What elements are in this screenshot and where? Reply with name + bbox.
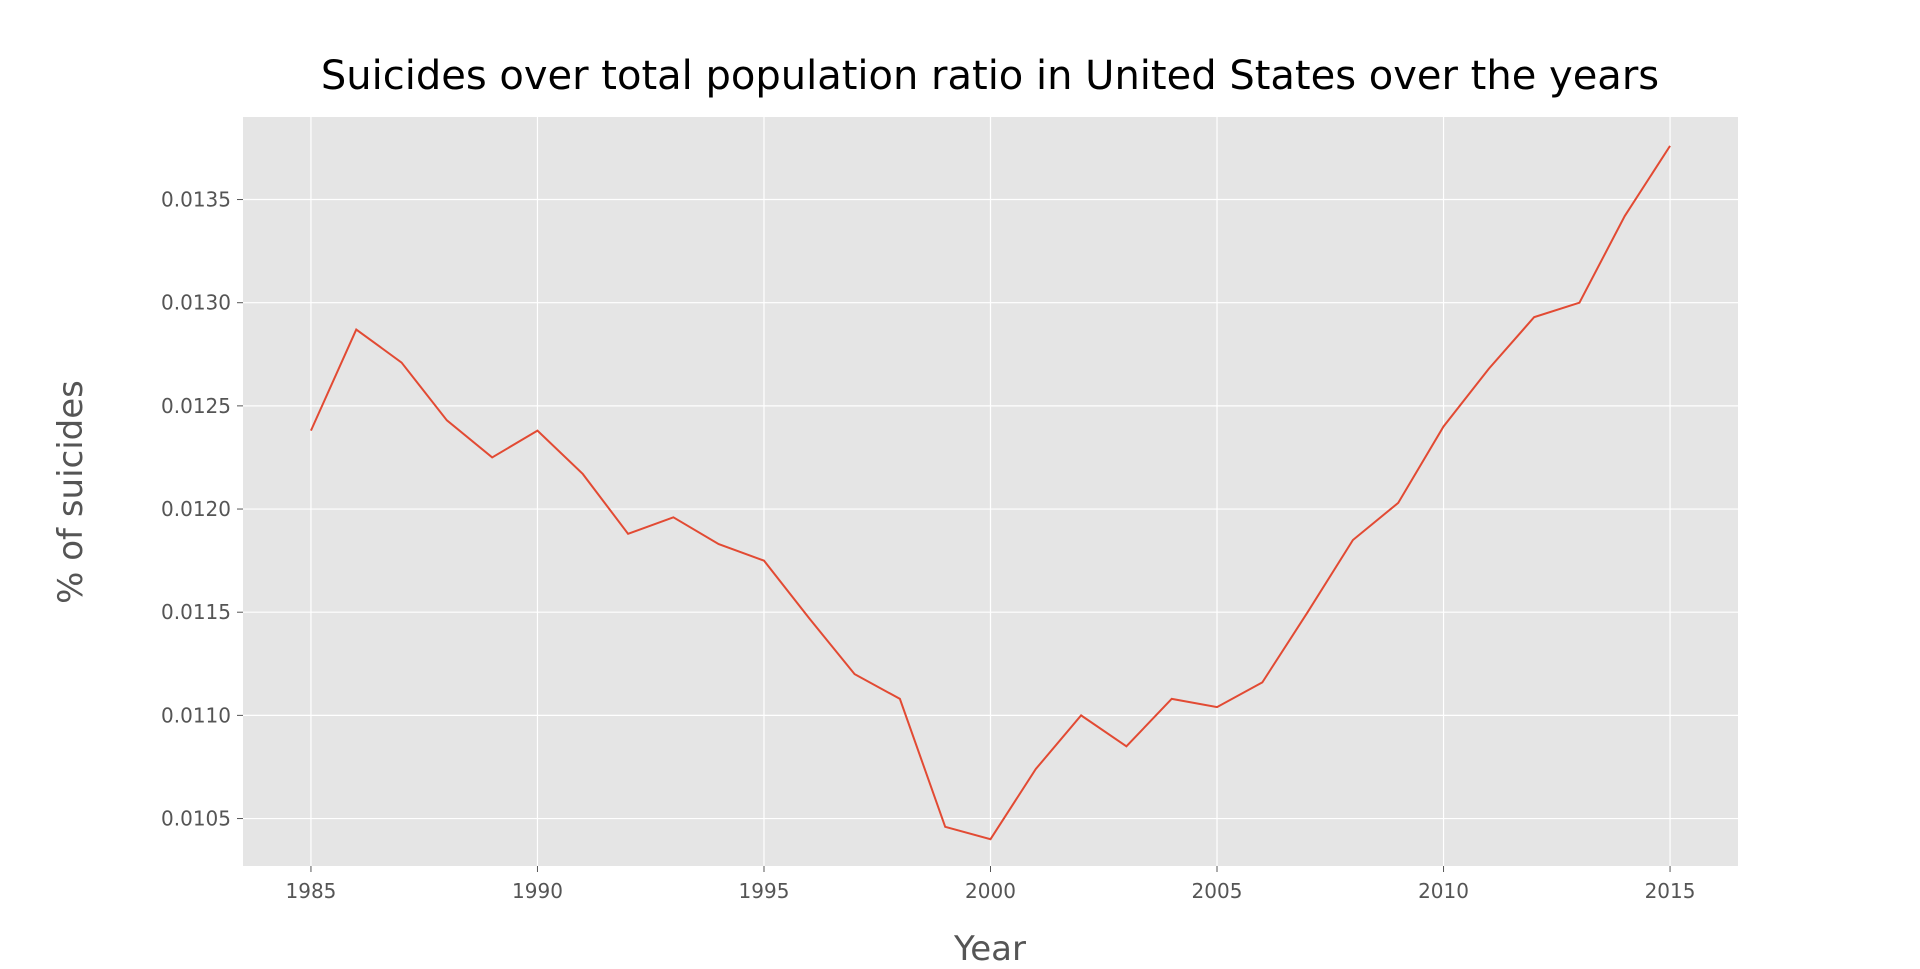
y-axis-label: % of suicides	[51, 380, 91, 604]
chart-title: Suicides over total population ratio in …	[321, 53, 1659, 99]
x-tick-label: 2010	[1418, 879, 1469, 903]
y-tick-label: 0.0130	[161, 291, 231, 315]
y-tick-labels: 0.0105 0.0110 0.0115 0.0120 0.0125 0.0130 0.01…	[161, 188, 243, 831]
y-tick-label: 0.0105	[161, 807, 231, 831]
x-tick-label: 2015	[1645, 879, 1696, 903]
series-layer	[310, 145, 1671, 841]
y-tick-label: 0.0135	[161, 188, 231, 212]
x-axis-label: Year	[953, 929, 1026, 969]
x-tick-label: 2005	[1192, 879, 1243, 903]
x-tick-label: 1990	[512, 879, 563, 903]
x-tick-label: 1985	[286, 879, 337, 903]
y-tick-label: 0.0120	[161, 497, 231, 521]
y-tick-label: 0.0125	[161, 394, 231, 418]
grid-lines	[243, 117, 1738, 866]
x-tick-labels: 1985 1990 1995 2000 2005 2010 2015	[286, 866, 1696, 903]
y-tick-label: 0.0110	[161, 703, 231, 727]
x-tick-label: 2000	[965, 879, 1016, 903]
y-tick-label: 0.0115	[161, 600, 231, 624]
x-tick-label: 1995	[739, 879, 790, 903]
